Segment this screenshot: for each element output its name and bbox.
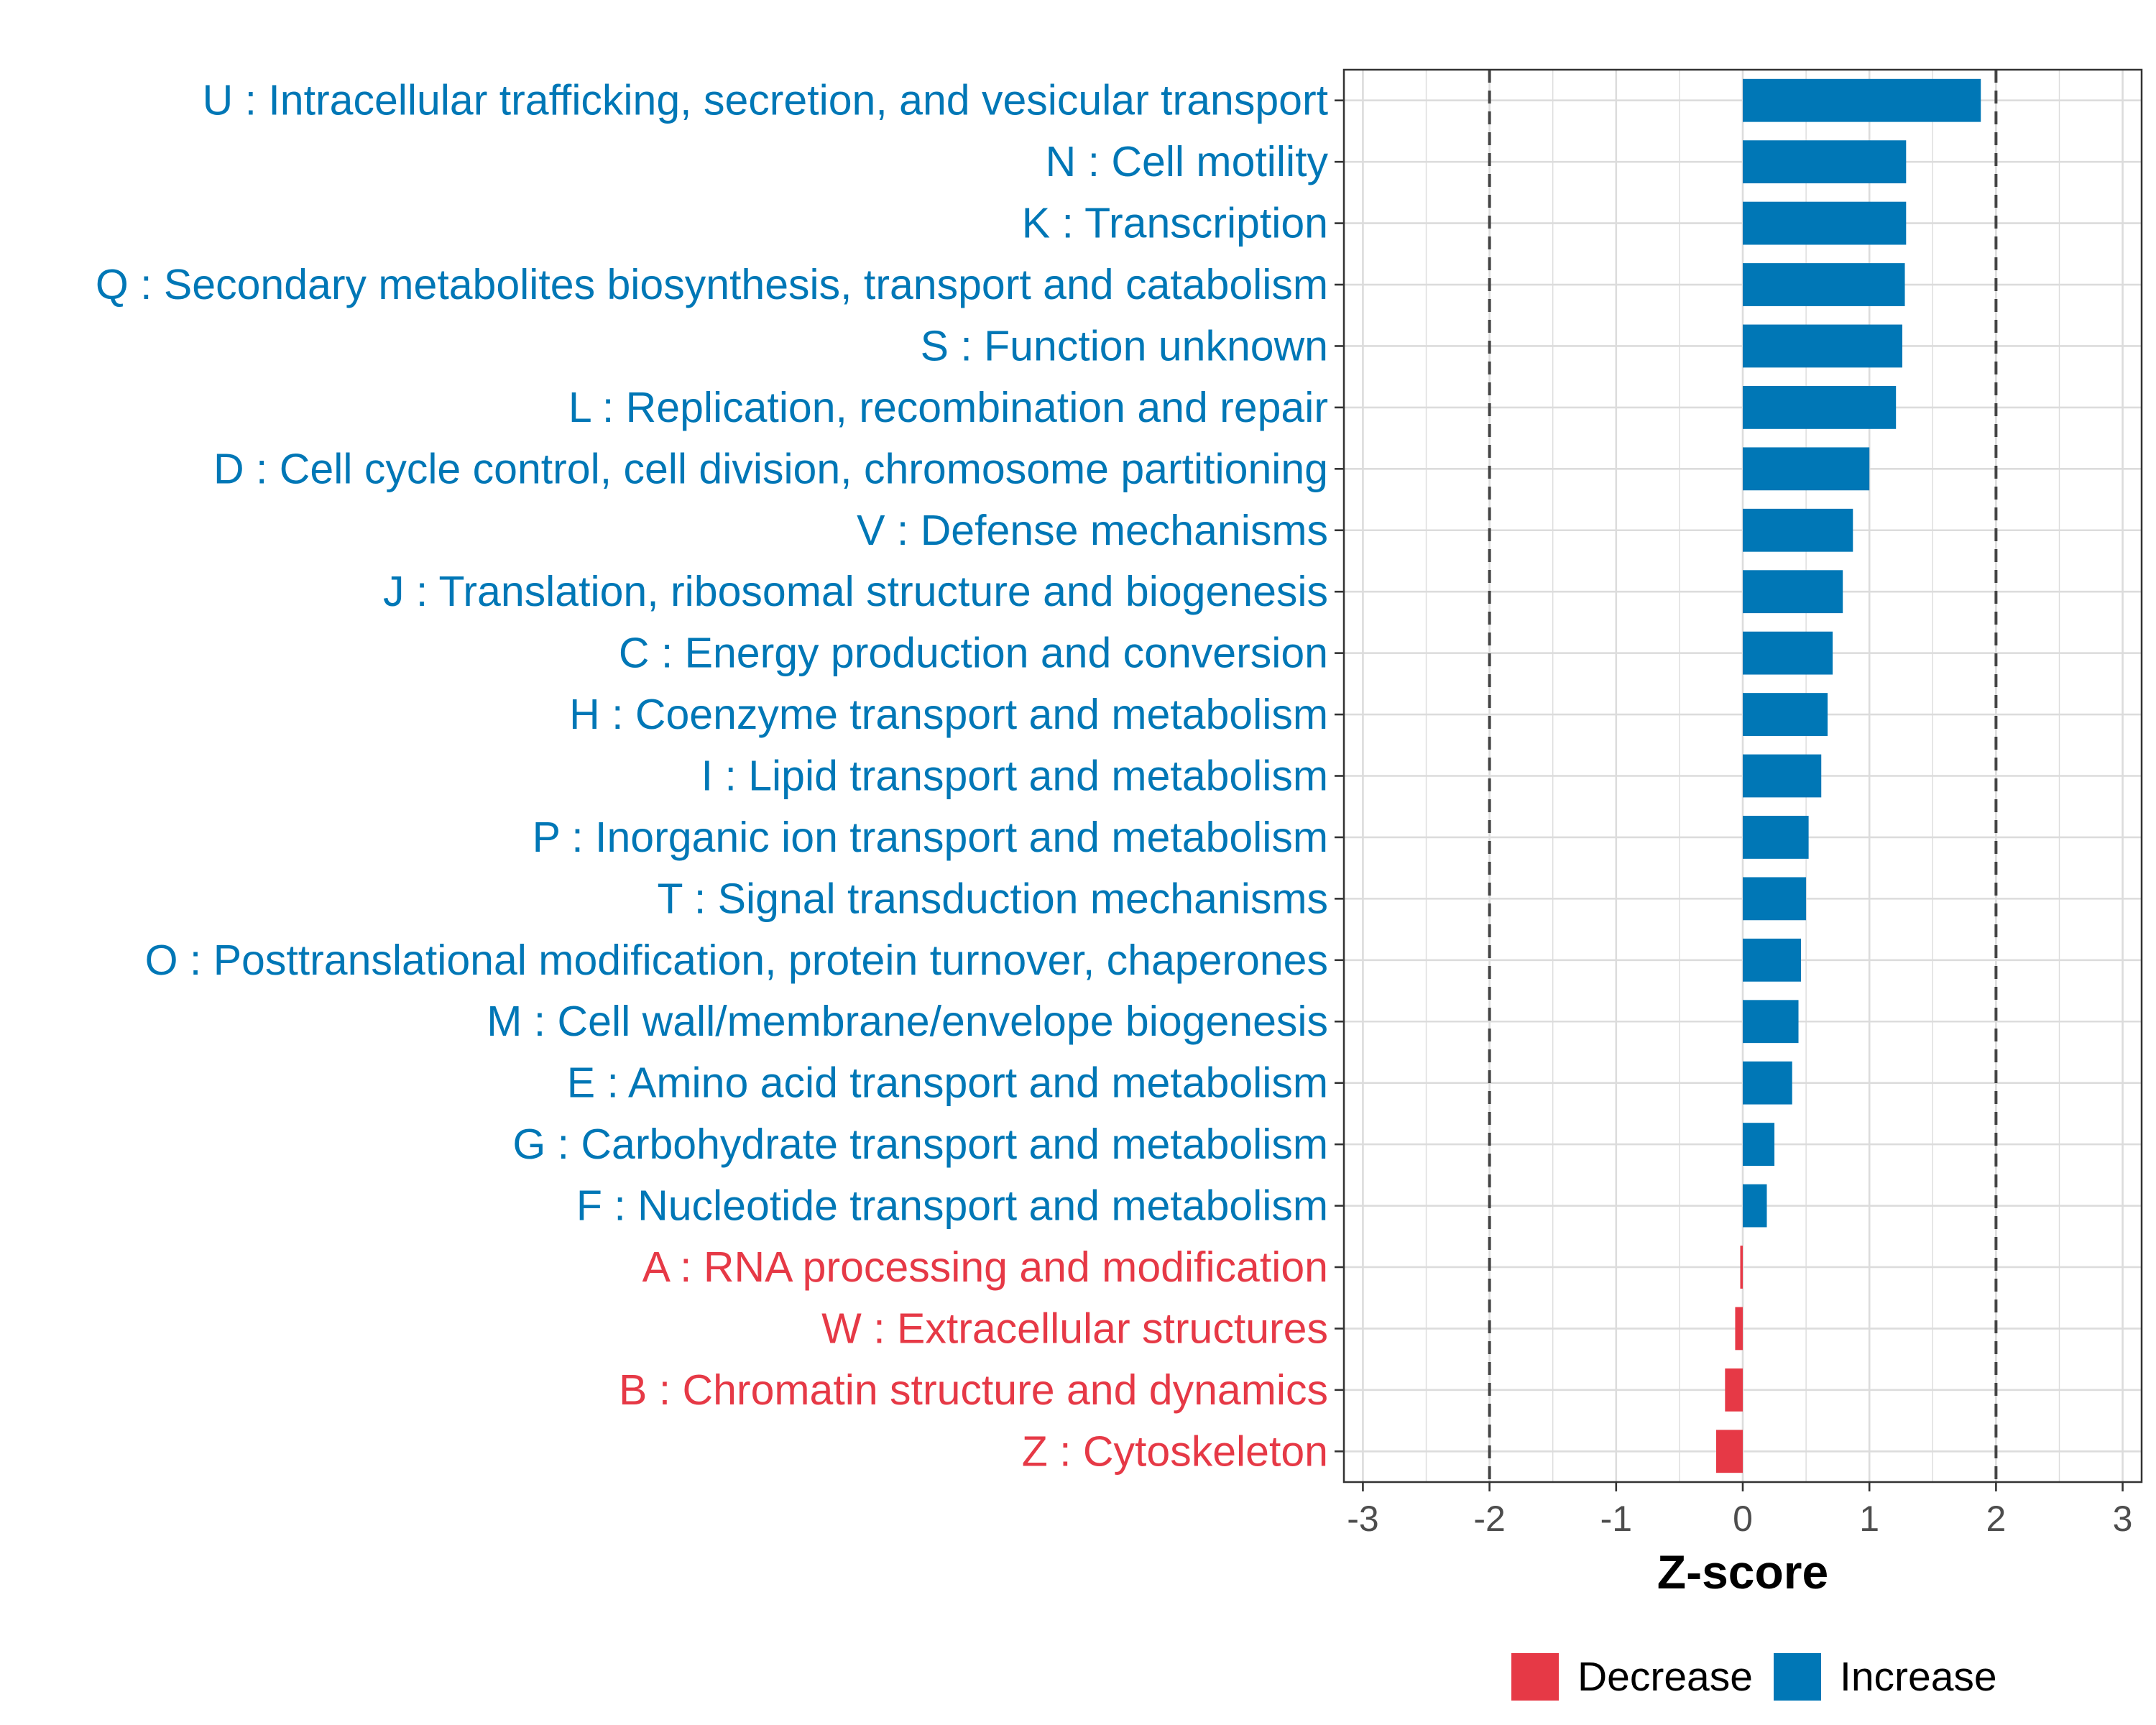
x-tick-label: 0 (1733, 1499, 1753, 1539)
bar (1743, 324, 1902, 368)
category-label: O : Posttranslational modification, prot… (145, 937, 1328, 984)
bar (1725, 1368, 1743, 1412)
bar (1743, 201, 1907, 245)
bar (1743, 816, 1809, 859)
category-label: J : Translation, ribosomal structure and… (383, 568, 1328, 615)
x-tick-label: 1 (1859, 1499, 1879, 1539)
bar (1735, 1307, 1743, 1351)
bar (1743, 508, 1853, 552)
category-label: N : Cell motility (1046, 138, 1329, 185)
x-tick-label: -1 (1600, 1499, 1632, 1539)
bar (1743, 877, 1807, 921)
x-tick-label: -2 (1473, 1499, 1505, 1539)
category-label: G : Carbohydrate transport and metabolis… (512, 1121, 1328, 1168)
bar (1743, 754, 1822, 798)
x-tick-label: 3 (2113, 1499, 2133, 1539)
bar (1743, 385, 1897, 429)
category-label: V : Defense mechanisms (857, 507, 1328, 554)
category-label: P : Inorganic ion transport and metaboli… (533, 814, 1328, 861)
category-label: F : Nucleotide transport and metabolism (576, 1182, 1328, 1230)
bar (1743, 78, 1981, 122)
bar (1740, 1246, 1743, 1289)
bar (1743, 693, 1828, 736)
x-tick-label: -3 (1347, 1499, 1378, 1539)
category-label: L : Replication, recombination and repai… (568, 384, 1328, 431)
x-axis: -3 -2 -1 0 1 2 3 (1347, 1482, 2132, 1539)
bar (1743, 570, 1843, 614)
category-label: A : RNA processing and modification (642, 1243, 1328, 1291)
bar (1716, 1430, 1743, 1473)
category-label: S : Function unknown (921, 322, 1328, 369)
x-axis-title: Z-score (1657, 1545, 1828, 1598)
legend: Decrease Increase (1511, 1653, 1997, 1701)
category-label: U : Intracellular trafficking, secretion… (203, 77, 1328, 124)
category-label: M : Cell wall/membrane/envelope biogenes… (487, 998, 1328, 1045)
category-label: B : Chromatin structure and dynamics (619, 1366, 1328, 1414)
bar (1743, 447, 1870, 491)
bar (1743, 1000, 1799, 1044)
legend-label-decrease: Decrease (1577, 1654, 1753, 1700)
legend-key-increase (1774, 1653, 1821, 1701)
legend-label-increase: Increase (1840, 1654, 1997, 1700)
category-label: Q : Secondary metabolites biosynthesis, … (96, 261, 1328, 308)
bar (1743, 631, 1833, 675)
category-label: H : Coenzyme transport and metabolism (569, 691, 1328, 738)
reference-lines (1488, 70, 1998, 1482)
category-label: W : Extracellular structures (821, 1305, 1328, 1352)
bars (1716, 78, 1981, 1473)
bar (1743, 938, 1802, 982)
y-axis: U : Intracellular trafficking, secretion… (96, 77, 1344, 1475)
bar (1743, 1061, 1792, 1105)
category-label: Z : Cytoskeleton (1022, 1427, 1328, 1475)
category-label: T : Signal transduction mechanisms (657, 875, 1328, 922)
category-label: I : Lipid transport and metabolism (701, 753, 1328, 800)
category-label: D : Cell cycle control, cell division, c… (213, 445, 1328, 492)
bar (1743, 140, 1907, 184)
legend-key-decrease (1511, 1653, 1559, 1701)
bar (1743, 263, 1905, 306)
category-label: C : Energy production and conversion (619, 630, 1328, 677)
x-tick-label: 2 (1986, 1499, 2006, 1539)
category-label: K : Transcription (1022, 200, 1328, 247)
bar (1743, 1123, 1775, 1167)
category-label: E : Amino acid transport and metabolism (567, 1059, 1328, 1107)
bar (1743, 1184, 1767, 1228)
